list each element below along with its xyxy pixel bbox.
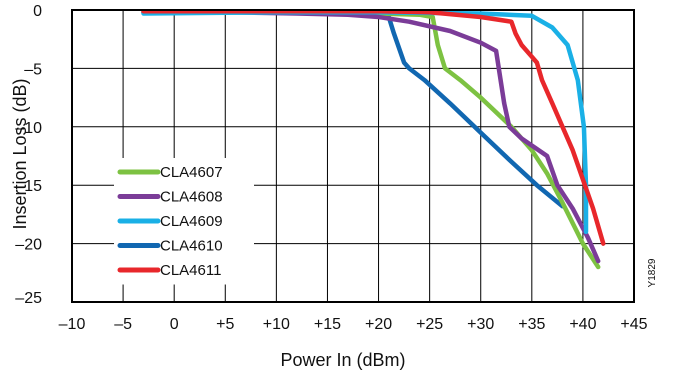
x-tick-label: 0 [170,316,179,333]
y-tick-label: –15 [15,178,42,195]
x-tick-label: –10 [59,316,86,333]
y-tick-label: –5 [24,61,42,78]
x-axis-label: Power In (dBm) [280,350,405,370]
y-tick-label: –25 [15,290,42,307]
series-lines [141,8,606,270]
x-tick-label: +5 [216,316,234,333]
legend-label: CLA4610 [160,238,223,255]
y-tick-label: –20 [15,237,42,254]
y-tick-label: 0 [33,3,42,20]
x-tick-label: +40 [569,316,596,333]
plot-frame [71,9,635,303]
legend-label: CLA4608 [160,189,223,206]
x-tick-labels: –10 –5 0 +5 +10 +15 +20 +25 +30 +35 +40 +45 [59,316,648,333]
x-tick-label: +20 [365,316,392,333]
x-tick-label: +35 [518,316,545,333]
legend-label: CLA4609 [160,213,223,230]
y-tick-label: –10 [15,120,42,137]
figure-code: Y1829 [647,258,658,287]
legend-label: CLA4611 [160,262,221,279]
x-tick-label: +15 [314,316,341,333]
x-tick-label: +45 [620,316,647,333]
x-tick-label: –5 [114,316,132,333]
legend: CLA4607 CLA4608 CLA4609 CLA4610 CLA4611 [114,158,254,285]
legend-label: CLA4607 [160,164,223,181]
y-axis-label: Insertion Loss (dB) [10,78,30,229]
x-tick-label: +10 [263,316,290,333]
x-tick-label: +30 [467,316,494,333]
y-tick-labels: 0 –5 –10 –15 –20 –25 [15,3,42,307]
series-line-cla4611 [141,8,606,246]
x-tick-label: +25 [416,316,443,333]
